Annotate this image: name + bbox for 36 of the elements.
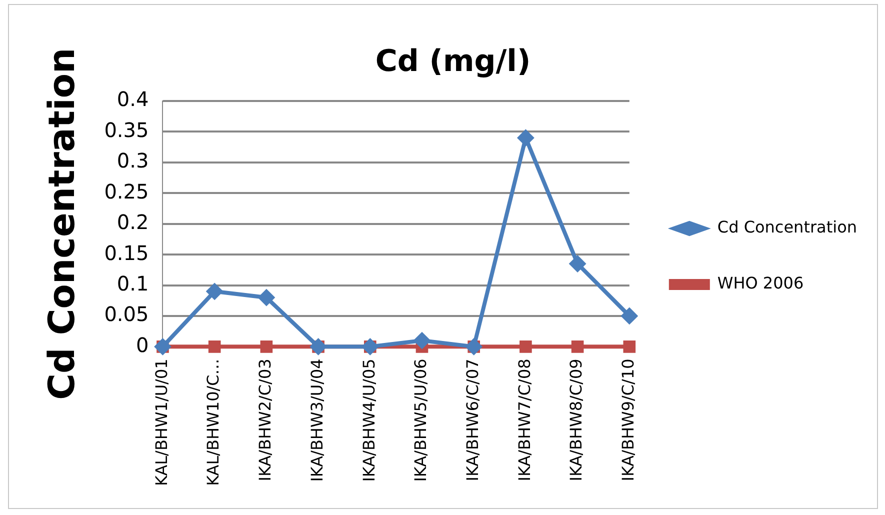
legend-label: Cd Concentration (717, 218, 858, 237)
y-tick-label: 0.3 (116, 148, 149, 173)
x-tick-label: IKA/BHW7/C/08 (514, 358, 534, 482)
y-tick-label: 0.05 (104, 302, 149, 326)
x-tick-label: IKA/BHW4/U/05 (359, 358, 378, 482)
point (620, 307, 638, 324)
point (260, 340, 273, 353)
legend-label: WHO 2006 (717, 274, 804, 293)
point (258, 289, 275, 306)
point (206, 282, 224, 300)
point (517, 129, 534, 146)
y-tick-label: 0.1 (116, 271, 149, 296)
y-tick-label: 0.15 (104, 240, 149, 265)
x-tick-label: KAL/BHW10/C… (204, 358, 223, 486)
x-tick-label: IKA/BHW9/C/10 (618, 358, 638, 482)
point (569, 255, 586, 272)
chart-title: Cd (mg/l) (375, 44, 531, 79)
point (623, 340, 636, 353)
point (520, 340, 532, 353)
y-tick-label: 0.35 (104, 118, 149, 142)
x-tick-label: IKA/BHW5/U/06 (411, 358, 430, 482)
y-tick-label: 0.25 (104, 179, 149, 204)
x-tick-label: IKA/BHW6/C/07 (463, 358, 482, 482)
x-tick-label: IKA/BHW8/C/09 (566, 358, 586, 482)
y-tick-label: 0.2 (116, 210, 149, 234)
y-axis-title: Cd Concentration (42, 48, 83, 400)
point (413, 332, 430, 350)
x-tick-label: KAL/BHW1/U/01 (152, 358, 171, 486)
y-tick-label: 0 (136, 332, 149, 357)
x-tick-label: IKA/BHW3/U/04 (307, 358, 326, 482)
point (208, 340, 221, 353)
y-tick-label: 0.4 (116, 87, 149, 112)
x-tick-label: IKA/BHW2/C/03 (256, 358, 275, 482)
point (310, 338, 327, 356)
point (571, 340, 584, 353)
point (154, 338, 172, 356)
